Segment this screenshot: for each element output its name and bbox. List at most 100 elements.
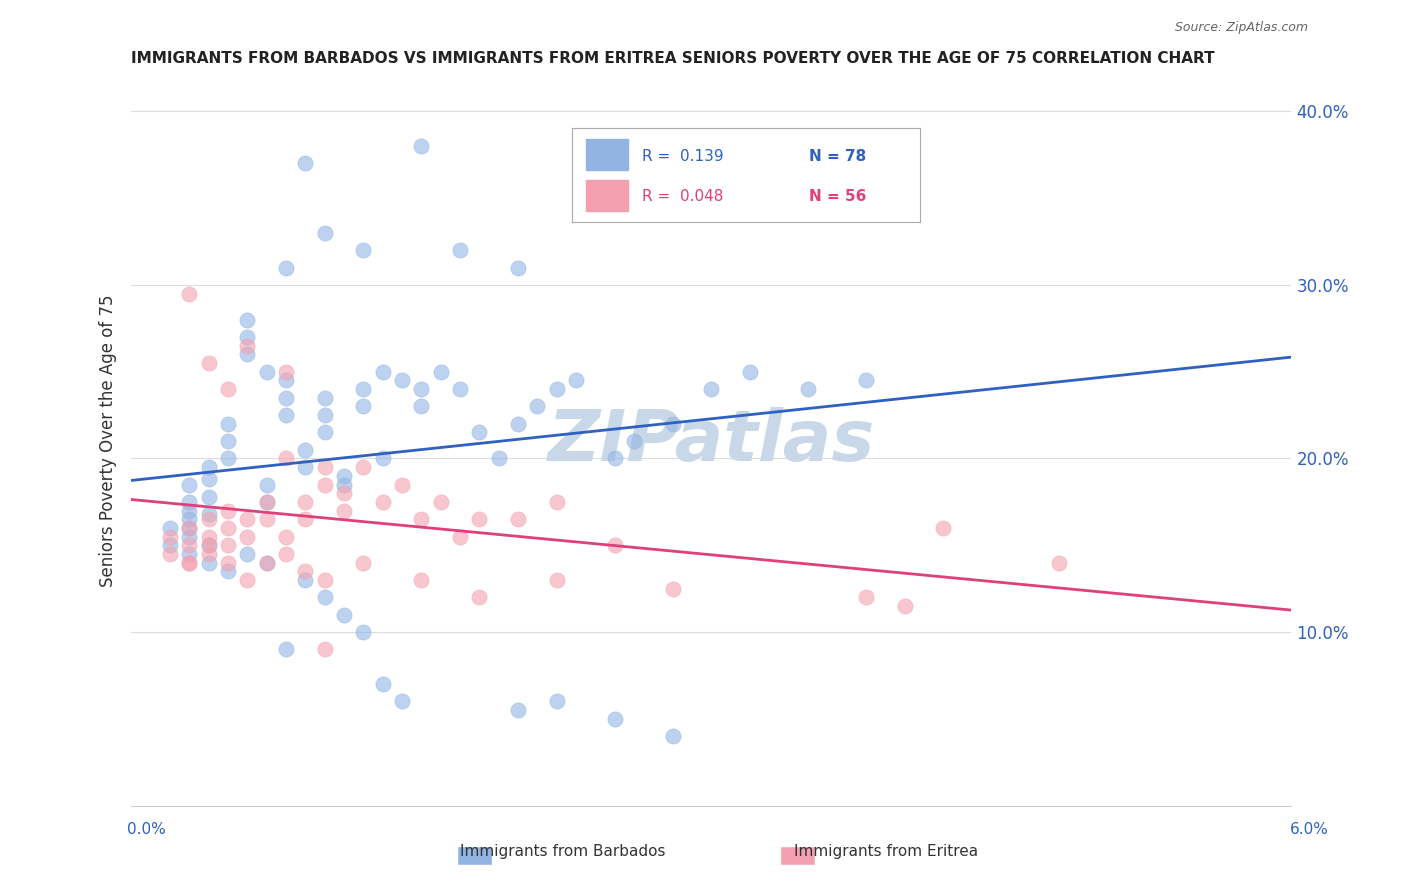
Point xyxy=(179,521,201,535)
Point xyxy=(1047,556,1070,570)
Point xyxy=(546,382,568,396)
Text: 0.0%: 0.0% xyxy=(127,822,166,837)
Point xyxy=(236,347,259,361)
Point xyxy=(256,365,278,379)
Point xyxy=(256,477,278,491)
Text: Immigrants from Eritrea: Immigrants from Eritrea xyxy=(794,845,977,859)
Point xyxy=(314,573,336,587)
Point xyxy=(623,434,645,449)
Point xyxy=(352,400,374,414)
Point xyxy=(217,503,239,517)
Point xyxy=(371,365,394,379)
Point xyxy=(314,408,336,422)
Point xyxy=(314,391,336,405)
Point xyxy=(274,547,297,561)
Point xyxy=(700,382,723,396)
Point xyxy=(314,226,336,240)
Point xyxy=(217,521,239,535)
Point xyxy=(274,642,297,657)
Point xyxy=(546,573,568,587)
Point xyxy=(449,530,471,544)
Point xyxy=(546,694,568,708)
Point xyxy=(179,530,201,544)
Point xyxy=(333,477,356,491)
Point xyxy=(159,521,181,535)
Point xyxy=(294,442,316,457)
Point xyxy=(197,538,219,552)
Point xyxy=(546,495,568,509)
Point xyxy=(274,260,297,275)
Point xyxy=(603,538,626,552)
Point xyxy=(411,382,433,396)
Point xyxy=(932,521,955,535)
Point xyxy=(256,495,278,509)
Point xyxy=(371,495,394,509)
Point xyxy=(179,538,201,552)
Point xyxy=(855,373,877,387)
Point xyxy=(274,530,297,544)
Point xyxy=(179,477,201,491)
Text: Source: ZipAtlas.com: Source: ZipAtlas.com xyxy=(1174,21,1308,34)
Point xyxy=(197,507,219,521)
Point xyxy=(449,382,471,396)
Point xyxy=(333,468,356,483)
Point xyxy=(449,243,471,257)
Point xyxy=(197,512,219,526)
Point xyxy=(526,400,548,414)
Point xyxy=(468,591,491,605)
Point xyxy=(797,382,820,396)
Point xyxy=(179,512,201,526)
Point xyxy=(294,564,316,578)
Point xyxy=(429,495,451,509)
Point xyxy=(256,556,278,570)
Point xyxy=(603,451,626,466)
Point xyxy=(179,286,201,301)
Point xyxy=(429,365,451,379)
Point xyxy=(352,625,374,640)
Point xyxy=(217,434,239,449)
Point xyxy=(506,512,529,526)
Point xyxy=(236,530,259,544)
Point xyxy=(565,373,588,387)
Point xyxy=(179,556,201,570)
Point xyxy=(236,573,259,587)
Point xyxy=(506,417,529,431)
Point xyxy=(217,382,239,396)
Point xyxy=(314,642,336,657)
Point xyxy=(603,712,626,726)
Point xyxy=(256,495,278,509)
Point xyxy=(197,530,219,544)
Point xyxy=(488,451,510,466)
Point xyxy=(738,365,761,379)
Point xyxy=(352,243,374,257)
Point xyxy=(197,538,219,552)
Point xyxy=(352,556,374,570)
Point xyxy=(197,460,219,475)
Text: 6.0%: 6.0% xyxy=(1289,822,1329,837)
Point xyxy=(256,556,278,570)
Point xyxy=(661,582,683,596)
Y-axis label: Seniors Poverty Over the Age of 75: Seniors Poverty Over the Age of 75 xyxy=(100,295,117,587)
Point xyxy=(371,677,394,691)
Point xyxy=(179,495,201,509)
Point xyxy=(274,373,297,387)
Point xyxy=(217,564,239,578)
Point xyxy=(333,503,356,517)
Point xyxy=(411,400,433,414)
Point xyxy=(855,591,877,605)
Point xyxy=(236,338,259,352)
Point xyxy=(506,260,529,275)
Point xyxy=(274,408,297,422)
Point xyxy=(506,703,529,717)
Point xyxy=(274,365,297,379)
Point xyxy=(333,486,356,500)
Point xyxy=(314,425,336,440)
Point xyxy=(197,356,219,370)
Point xyxy=(236,312,259,326)
Point xyxy=(294,460,316,475)
Point xyxy=(661,417,683,431)
Point xyxy=(468,512,491,526)
Point xyxy=(391,694,413,708)
Point xyxy=(411,573,433,587)
Point xyxy=(159,547,181,561)
